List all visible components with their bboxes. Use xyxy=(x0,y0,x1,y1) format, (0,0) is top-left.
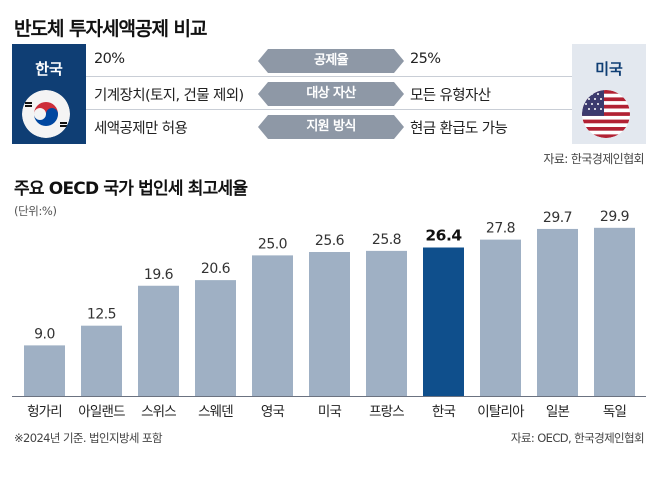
value-label-4: 25.0 xyxy=(258,236,287,252)
usa-value: 25% xyxy=(410,51,441,67)
korea-value: 20% xyxy=(94,51,125,67)
value-label-7: 26.4 xyxy=(425,227,462,245)
bar-0 xyxy=(24,345,65,396)
chart-title: 주요 OECD 국가 법인세 최고세율 xyxy=(14,179,248,199)
korea-flag-icon xyxy=(22,90,70,138)
category-label-3: 스웨덴 xyxy=(198,404,233,420)
comparison-row: 20% 공제율 25% xyxy=(86,44,572,77)
category-label-1: 아일랜드 xyxy=(78,404,125,420)
category-label-10: 독일 xyxy=(603,404,627,420)
value-label-3: 20.6 xyxy=(201,261,231,277)
bar-7 xyxy=(423,247,464,396)
usa-value: 모든 유형자산 xyxy=(410,88,491,104)
row-label-pill: 공제율 xyxy=(258,49,404,73)
usa-label: 미국 xyxy=(595,60,623,78)
bar-5 xyxy=(309,252,350,396)
value-label-2: 19.6 xyxy=(144,267,174,283)
value-label-6: 25.8 xyxy=(372,232,401,248)
bar-3 xyxy=(195,280,236,396)
korea-value: 기계장치(토지, 건물 제외) xyxy=(94,88,244,104)
korea-label: 한국 xyxy=(35,60,63,78)
comparison-source: 자료: 한국경제인협회 xyxy=(543,152,644,166)
category-label-8: 이탈리아 xyxy=(477,404,525,420)
bar-6 xyxy=(366,250,407,396)
category-label-9: 일본 xyxy=(546,404,570,420)
usa-flag-icon xyxy=(582,90,630,138)
value-label-8: 27.8 xyxy=(486,221,515,237)
value-label-1: 12.5 xyxy=(87,307,116,323)
row-label-pill: 지원 방식 xyxy=(258,115,404,139)
bar-4 xyxy=(252,255,293,396)
bar-1 xyxy=(81,325,122,396)
value-label-5: 25.6 xyxy=(315,233,345,249)
bar-10 xyxy=(594,227,635,396)
category-label-5: 미국 xyxy=(318,404,342,420)
category-label-7: 한국 xyxy=(432,404,456,420)
comparison-row: 기계장치(토지, 건물 제외) 대상 자산 모든 유형자산 xyxy=(86,77,572,110)
bar-chart: 9.0 헝가리 12.5 아일랜드 19.6 스위스 20.6 스웨덴 25.0 영국 25.6 미국… xyxy=(12,209,646,420)
row-label-pill: 대상 자산 xyxy=(258,82,404,106)
korea-panel: 한국 xyxy=(12,44,86,144)
usa-value: 현금 환급도 가능 xyxy=(410,121,508,137)
chart-unit: (단위:%) xyxy=(14,204,57,218)
comparison-row: 세액공제만 허용 지원 방식 현금 환급도 가능 xyxy=(86,110,572,143)
comparison-panel: 한국 20% 공제율 25% xyxy=(0,44,658,144)
category-label-2: 스위스 xyxy=(141,404,176,420)
value-label-9: 29.7 xyxy=(543,210,572,226)
chart-source: 자료: OECD, 한국경제인협회 xyxy=(510,431,645,445)
bar-8 xyxy=(480,239,521,396)
category-label-4: 영국 xyxy=(261,404,285,420)
chart-note: ※2024년 기준. 법인지방세 포함 xyxy=(14,431,163,445)
usa-panel: 미국 xyxy=(572,44,646,144)
category-label-6: 프랑스 xyxy=(369,404,404,420)
category-label-0: 헝가리 xyxy=(27,404,62,420)
row-label: 공제율 xyxy=(313,53,349,68)
row-label: 지원 방식 xyxy=(306,119,356,134)
bar-2 xyxy=(138,285,179,396)
value-label-0: 9.0 xyxy=(34,326,55,342)
bar-9 xyxy=(537,228,578,396)
value-label-10: 29.9 xyxy=(600,209,629,225)
korea-value: 세액공제만 허용 xyxy=(94,121,188,137)
row-label: 대상 자산 xyxy=(306,86,356,101)
page-title: 반도체 투자세액공제 비교 xyxy=(14,18,208,40)
